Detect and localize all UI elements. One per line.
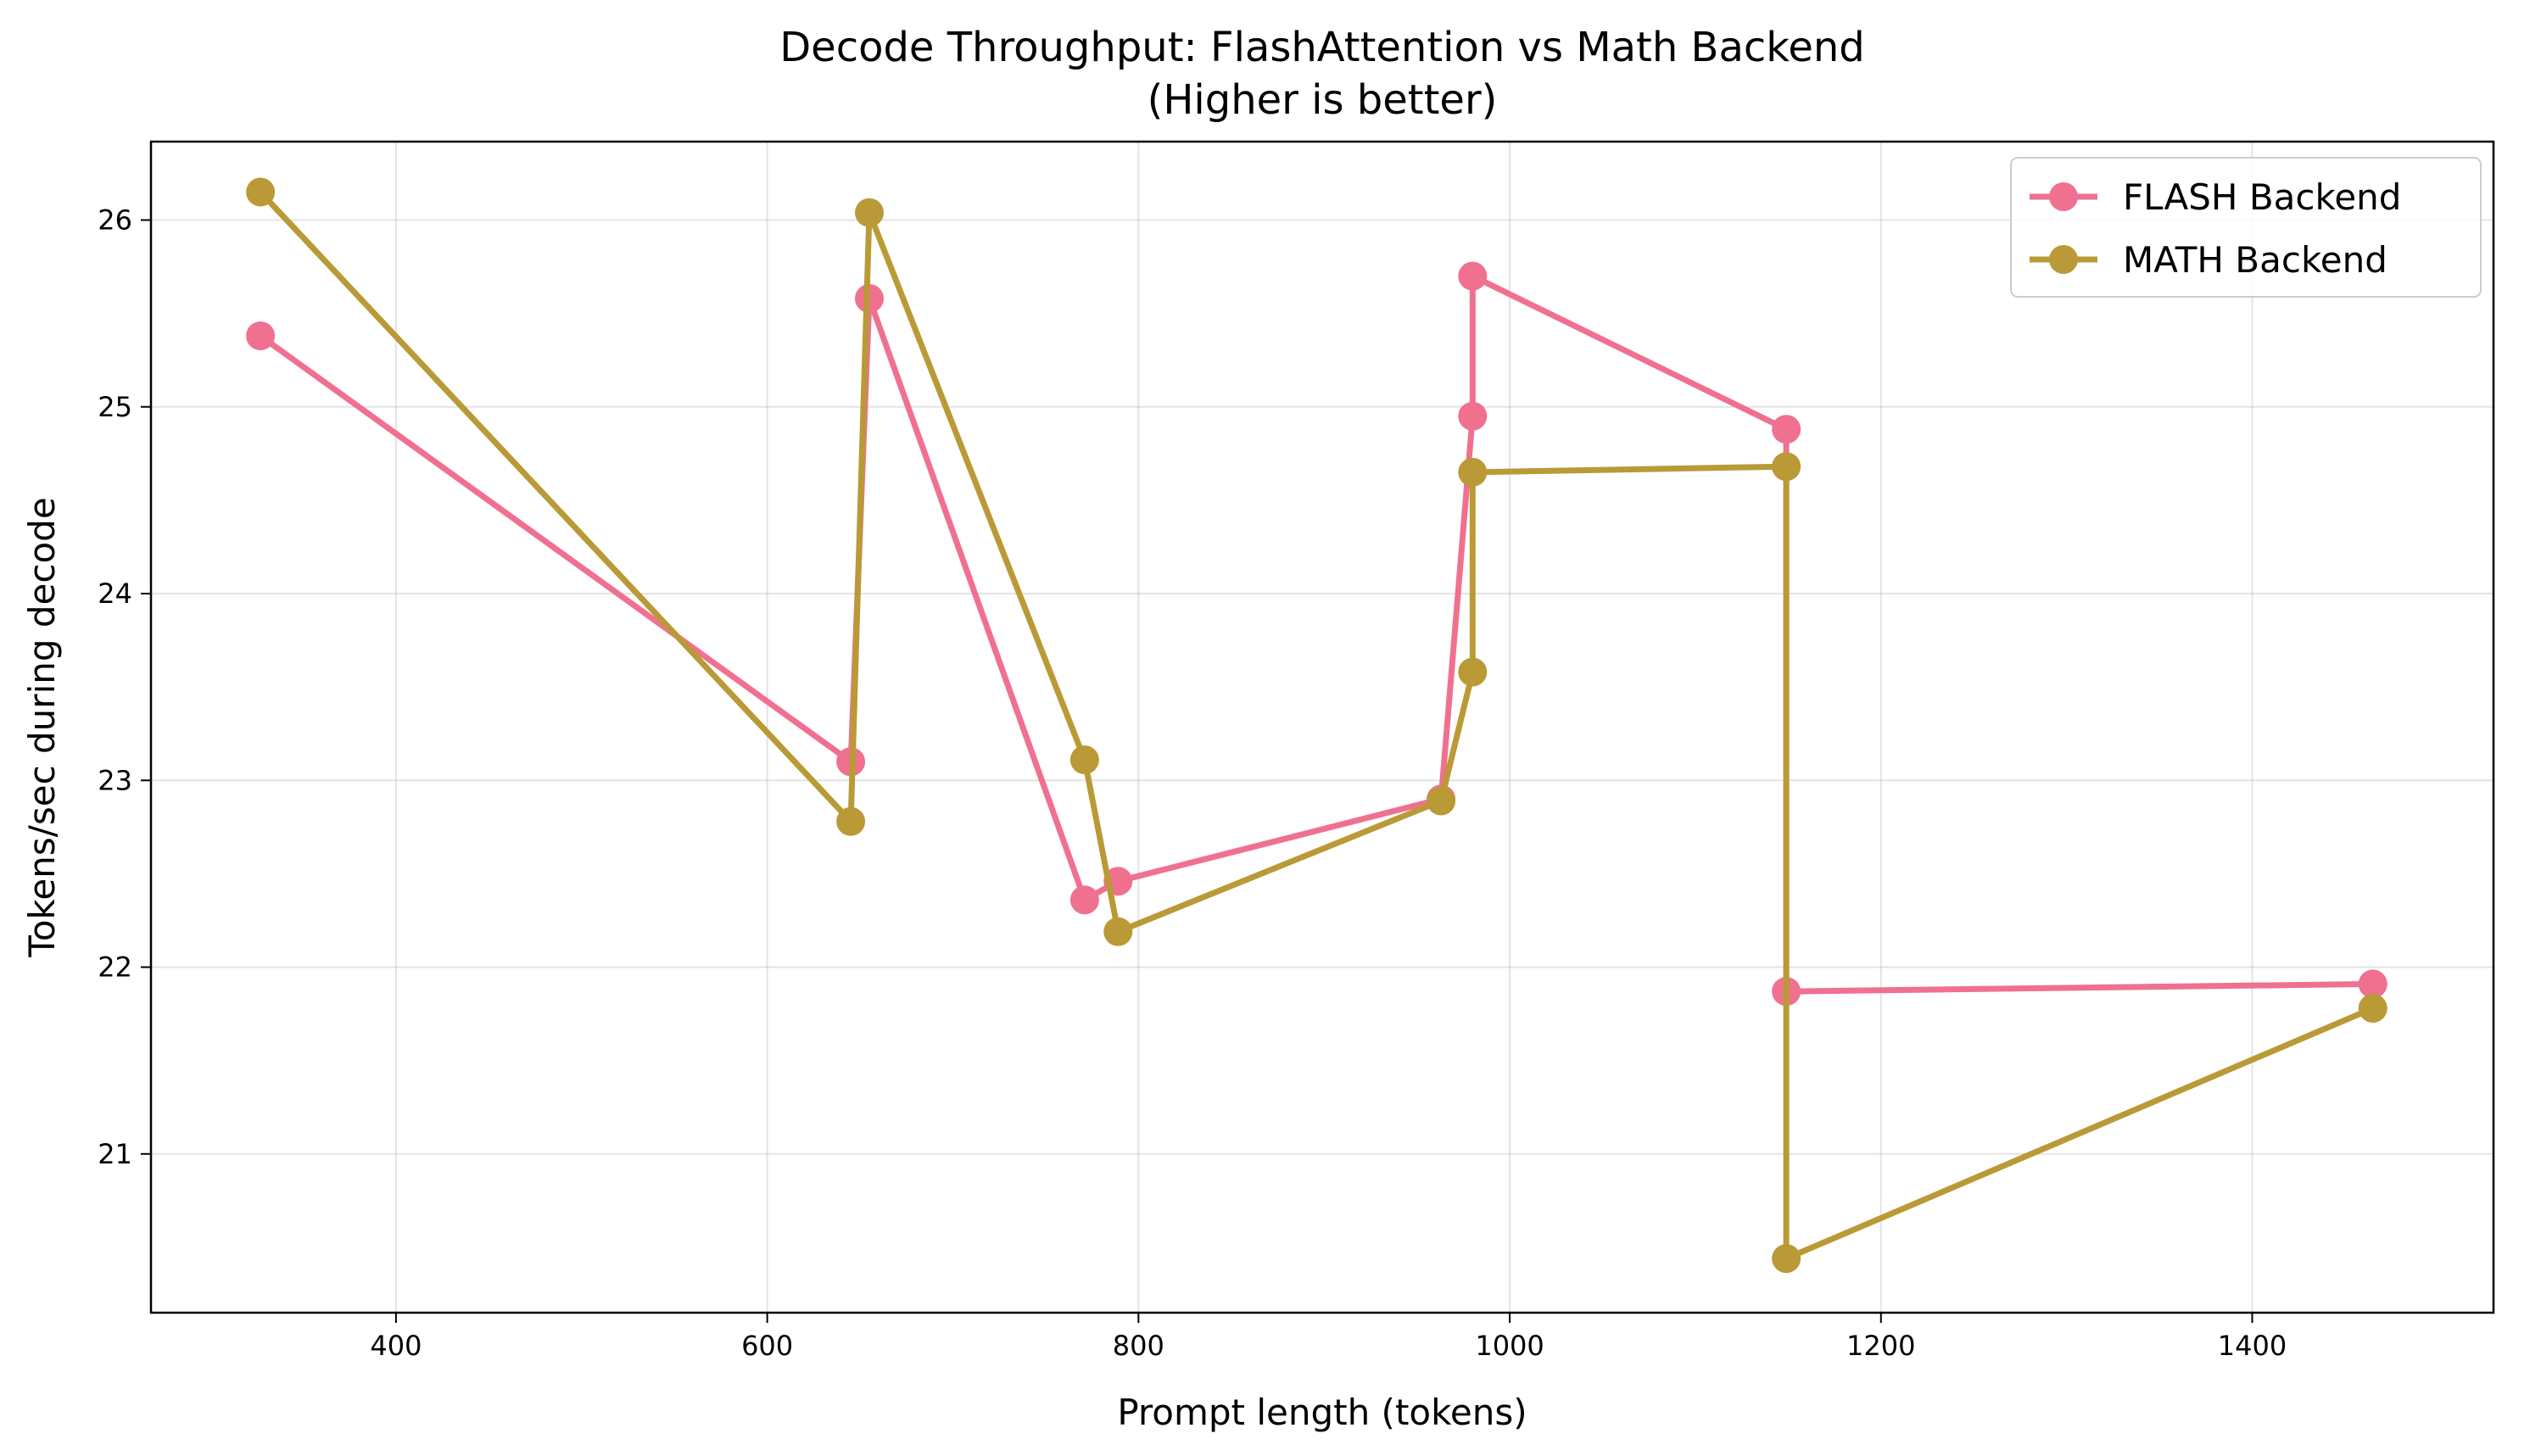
- x-tick-label: 600: [741, 1330, 793, 1362]
- tick-layer: 400 600 800 1000 1200 1400 21 22 23 24 25 26: [98, 204, 2287, 1362]
- legend-swatch-marker: [2049, 245, 2078, 274]
- x-tick-label: 400: [370, 1330, 422, 1362]
- data-point: [1458, 457, 1488, 487]
- chart-subtitle: (Higher is better): [1148, 76, 1498, 124]
- legend-swatch-marker: [2049, 182, 2078, 211]
- data-point: [1458, 401, 1488, 431]
- y-tick-label: 24: [98, 577, 132, 610]
- legend-item: FLASH Backend: [2030, 176, 2401, 218]
- data-point: [246, 321, 276, 351]
- data-point: [1772, 452, 1801, 482]
- x-axis-label: Prompt length (tokens): [1117, 1392, 1527, 1433]
- data-point: [2358, 993, 2387, 1023]
- series-line: [259, 273, 2373, 995]
- data-point: [1427, 786, 1456, 816]
- legend-items: FLASH Backend MATH Backend: [2030, 176, 2401, 281]
- data-point: [1458, 657, 1488, 687]
- data-point: [2358, 969, 2387, 999]
- y-tick-label: 21: [98, 1138, 132, 1170]
- data-point: [1772, 415, 1801, 444]
- data-point: [836, 806, 866, 836]
- legend-item: MATH Backend: [2030, 239, 2387, 281]
- legend: FLASH Backend MATH Backend: [2010, 157, 2482, 298]
- grid-layer: [151, 142, 2494, 1313]
- series-math-backend: [246, 177, 2387, 1274]
- x-tick-label: 1400: [2218, 1330, 2287, 1362]
- legend-label: FLASH Backend: [2123, 176, 2401, 218]
- x-tick-label: 1000: [1475, 1330, 1544, 1362]
- y-tick-label: 25: [98, 391, 132, 423]
- data-point: [1069, 885, 1099, 915]
- series-line: [258, 190, 2375, 1262]
- legend-label: MATH Backend: [2123, 239, 2387, 281]
- y-tick-label: 22: [98, 951, 132, 984]
- y-axis-label: Tokens/sec during decode: [21, 497, 63, 957]
- data-point: [246, 177, 276, 207]
- x-tick-label: 1200: [1846, 1330, 1915, 1362]
- series-flash-backend: [246, 261, 2387, 1007]
- y-tick-label: 23: [98, 764, 132, 796]
- data-point: [854, 198, 884, 227]
- data-point: [1069, 745, 1099, 775]
- data-point: [1103, 917, 1133, 946]
- data-point: [1458, 261, 1488, 291]
- x-tick-label: 800: [1113, 1330, 1164, 1362]
- plot-frame: [149, 140, 2495, 1314]
- legend-box: [2010, 157, 2482, 298]
- data-point: [1772, 1244, 1801, 1274]
- chart-title: Decode Throughput: FlashAttention vs Mat…: [779, 24, 1865, 71]
- y-tick-label: 26: [98, 204, 132, 237]
- series-layer: [246, 177, 2387, 1274]
